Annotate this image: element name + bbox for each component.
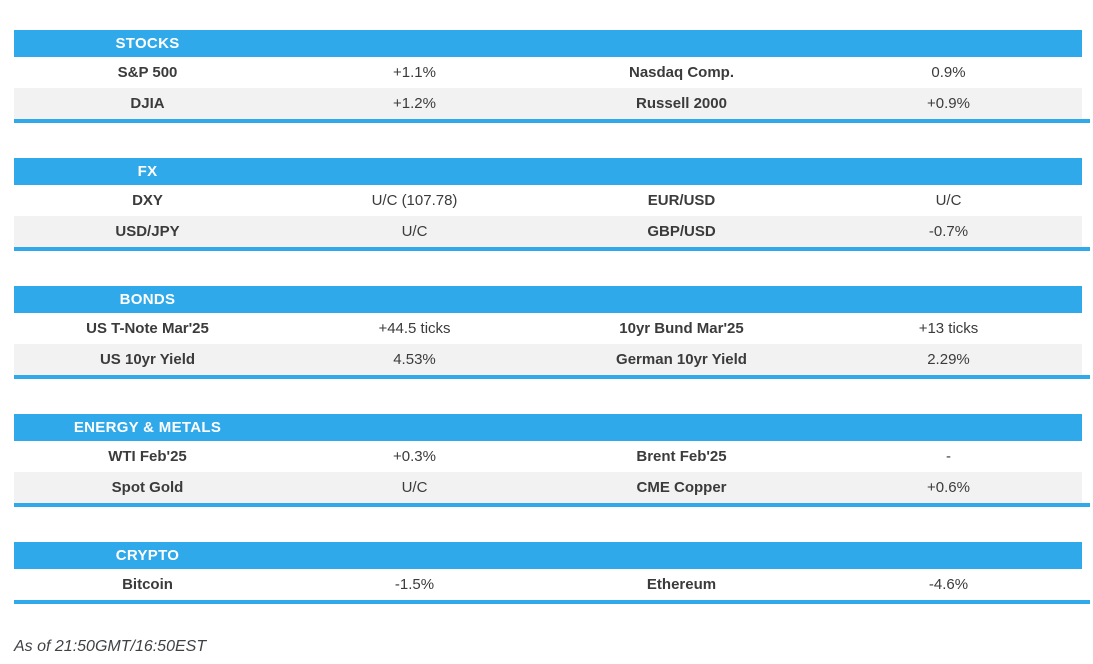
- section-header-bar: FX: [14, 158, 1082, 185]
- section-title: STOCKS: [115, 35, 180, 52]
- section-rows: US T-Note Mar'25 +44.5 ticks 10yr Bund M…: [14, 313, 1082, 375]
- table-row: WTI Feb'25 +0.3% Brent Feb'25 -: [14, 441, 1082, 472]
- instrument-value: -1.5%: [394, 576, 435, 593]
- instrument-value: +44.5 ticks: [378, 320, 451, 337]
- instrument-value: +1.1%: [393, 64, 436, 81]
- instrument-value: U/C: [401, 223, 428, 240]
- instrument-label: S&P 500: [117, 64, 178, 81]
- instrument-value: U/C (107.78): [371, 192, 458, 209]
- section-separator: [14, 503, 1090, 507]
- section-header-bar: BONDS: [14, 286, 1082, 313]
- table-row: US 10yr Yield 4.53% German 10yr Yield 2.…: [14, 344, 1082, 375]
- section-rows: DXY U/C (107.78) EUR/USD U/C USD/JPY U/C…: [14, 185, 1082, 247]
- section-separator: [14, 119, 1090, 123]
- instrument-label: CME Copper: [636, 479, 727, 496]
- section-title: ENERGY & METALS: [73, 419, 222, 436]
- instrument-value: -0.7%: [928, 223, 969, 240]
- section-fx: FX DXY U/C (107.78) EUR/USD U/C USD/JPY …: [14, 158, 1090, 251]
- instrument-label: Ethereum: [646, 576, 717, 593]
- section-header-bar: ENERGY & METALS: [14, 414, 1082, 441]
- instrument-value: +0.6%: [927, 479, 970, 496]
- instrument-value: -4.6%: [928, 576, 969, 593]
- table-row: US T-Note Mar'25 +44.5 ticks 10yr Bund M…: [14, 313, 1082, 344]
- table-row: Bitcoin -1.5% Ethereum -4.6%: [14, 569, 1082, 600]
- instrument-label: Russell 2000: [636, 95, 727, 112]
- instrument-label: Nasdaq Comp.: [628, 64, 734, 81]
- instrument-label: DJIA: [130, 95, 165, 112]
- instrument-value: 2.29%: [927, 351, 970, 368]
- section-separator: [14, 375, 1090, 379]
- table-row: Spot Gold U/C CME Copper +0.6%: [14, 472, 1082, 503]
- section-bonds: BONDS US T-Note Mar'25 +44.5 ticks 10yr …: [14, 286, 1090, 379]
- section-title: FX: [137, 163, 158, 180]
- section-title: CRYPTO: [115, 547, 180, 564]
- sections-container: STOCKS S&P 500 +1.1% Nasdaq Comp. 0.9% D…: [14, 30, 1093, 604]
- section-rows: WTI Feb'25 +0.3% Brent Feb'25 - Spot Gol…: [14, 441, 1082, 503]
- table-row: S&P 500 +1.1% Nasdaq Comp. 0.9%: [14, 57, 1082, 88]
- instrument-label: USD/JPY: [115, 223, 180, 240]
- table-row: USD/JPY U/C GBP/USD -0.7%: [14, 216, 1082, 247]
- section-header-bar: CRYPTO: [14, 542, 1082, 569]
- section-rows: S&P 500 +1.1% Nasdaq Comp. 0.9% DJIA +1.…: [14, 57, 1082, 119]
- instrument-value: +0.3%: [393, 448, 436, 465]
- instrument-label: EUR/USD: [647, 192, 716, 209]
- instrument-value: 4.53%: [393, 351, 436, 368]
- section-separator: [14, 247, 1090, 251]
- instrument-label: DXY: [132, 192, 163, 209]
- instrument-label: WTI Feb'25: [108, 448, 187, 465]
- section-title: BONDS: [119, 291, 176, 308]
- section-crypto: CRYPTO Bitcoin -1.5% Ethereum -4.6%: [14, 542, 1090, 604]
- instrument-label: Bitcoin: [122, 576, 173, 593]
- instrument-label: US T-Note Mar'25: [86, 320, 209, 337]
- instrument-label: Spot Gold: [111, 479, 184, 496]
- instrument-label: US 10yr Yield: [99, 351, 196, 368]
- instrument-value: U/C: [401, 479, 428, 496]
- instrument-label: 10yr Bund Mar'25: [619, 320, 744, 337]
- instrument-value: +13 ticks: [918, 320, 979, 337]
- section-header-bar: STOCKS: [14, 30, 1082, 57]
- timestamp: As of 21:50GMT/16:50EST: [14, 638, 207, 655]
- instrument-value: -: [946, 448, 951, 465]
- section-energy-metals: ENERGY & METALS WTI Feb'25 +0.3% Brent F…: [14, 414, 1090, 507]
- section-separator: [14, 600, 1090, 604]
- instrument-label: German 10yr Yield: [616, 351, 747, 368]
- section-rows: Bitcoin -1.5% Ethereum -4.6%: [14, 569, 1082, 600]
- instrument-value: +0.9%: [927, 95, 970, 112]
- instrument-label: GBP/USD: [647, 223, 716, 240]
- table-row: DXY U/C (107.78) EUR/USD U/C: [14, 185, 1082, 216]
- instrument-value: U/C: [935, 192, 962, 209]
- instrument-value: +1.2%: [393, 95, 436, 112]
- instrument-label: Brent Feb'25: [636, 448, 727, 465]
- table-row: DJIA +1.2% Russell 2000 +0.9%: [14, 88, 1082, 119]
- section-stocks: STOCKS S&P 500 +1.1% Nasdaq Comp. 0.9% D…: [14, 30, 1090, 123]
- instrument-value: 0.9%: [931, 64, 966, 81]
